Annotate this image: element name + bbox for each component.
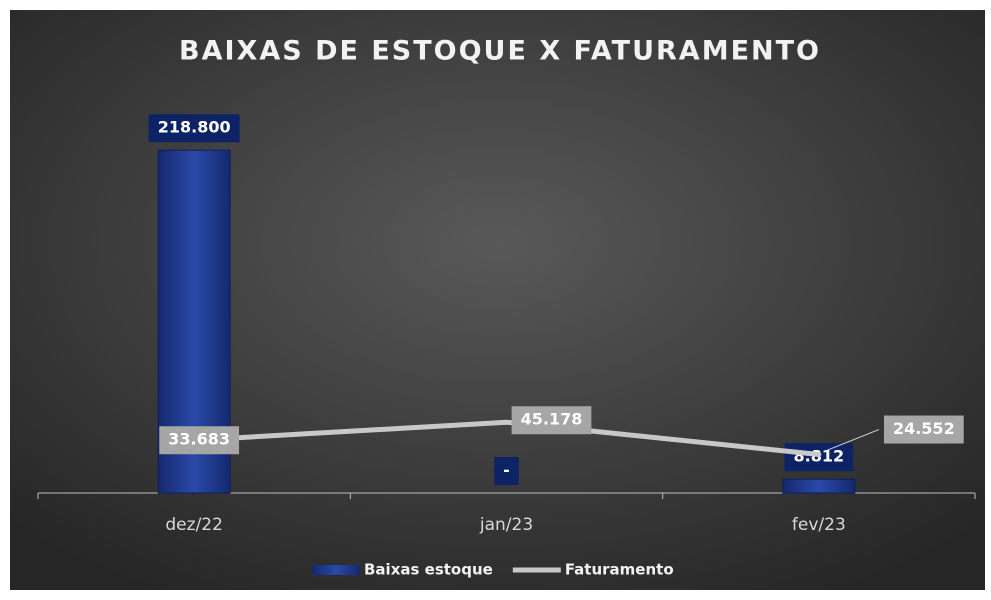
legend-label: Baixas estoque	[364, 561, 493, 579]
data-label: 45.178	[521, 410, 583, 429]
x-tick-label: fev/23	[792, 515, 846, 535]
data-label-box	[494, 457, 519, 485]
data-label-box	[784, 443, 854, 472]
data-label-box	[883, 415, 964, 444]
chart-title: BAIXAS DE ESTOQUE X FATURAMENTO	[179, 36, 821, 67]
data-label-box	[148, 114, 240, 143]
legend-label: Faturamento	[565, 561, 674, 579]
data-label: 33.683	[168, 430, 230, 449]
data-label: 218.800	[158, 118, 231, 137]
line	[191, 419, 822, 458]
x-tick-label: jan/23	[479, 515, 533, 535]
legend-swatch	[312, 565, 360, 575]
data-label: 24.552	[893, 419, 955, 438]
data-label-box	[511, 406, 592, 435]
leader-line	[823, 429, 880, 452]
chart-background	[10, 10, 985, 590]
x-tick-label: dez/22	[165, 515, 223, 535]
data-label-box	[159, 426, 240, 455]
data-label: -	[503, 461, 510, 480]
bar	[782, 478, 856, 494]
